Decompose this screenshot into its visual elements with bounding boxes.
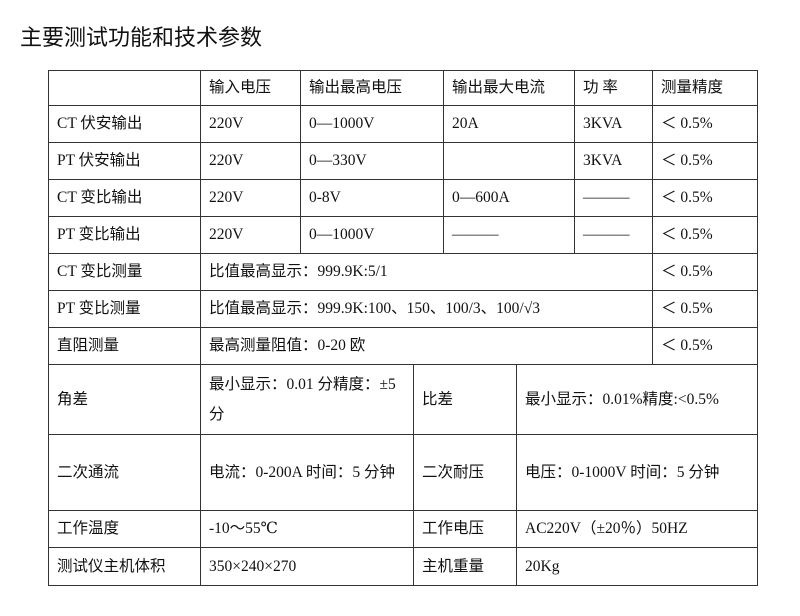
table-cell: 主机重量 — [412, 547, 518, 586]
table-cell: ＜ 0.5% — [652, 253, 759, 291]
table-row: CT 伏安输出 220V 0—1000V 20A 3KVA ＜ 0.5% — [48, 105, 759, 143]
table-cell: 测试仪主机体积 — [48, 547, 201, 586]
table-cell: 电压：0-1000V 时间：5 分钟 — [516, 434, 759, 511]
table-cell: 220V — [200, 142, 301, 180]
table-cell: 0—330V — [299, 142, 445, 180]
table-row: PT 变比输出 220V 0—1000V ——— ——— ＜ 0.5% — [48, 216, 759, 254]
table-row: 输入电压 输出最高电压 输出最大电流功 率测量精度 — [48, 70, 759, 106]
table-cell: 工作电压 — [412, 510, 518, 548]
table-cell: 比差 — [412, 364, 518, 435]
table-cell: 最高测量阻值：0-20 欧 — [199, 327, 654, 365]
table-cell: 功 率 — [574, 70, 654, 106]
table-cell: ＜ 0.5% — [652, 142, 759, 180]
table-cell: ——— — [443, 216, 576, 254]
table-cell: 3KVA — [574, 142, 654, 180]
table-cell: 0—1000V — [299, 216, 445, 254]
table-cell: 输出最高电压 — [299, 70, 445, 106]
table-cell: 0-8V — [299, 179, 445, 217]
table-cell: -10～55℃ — [200, 510, 414, 548]
table-cell: AC220V（±20％）50HZ — [516, 510, 759, 548]
table-cell: 工作温度 — [48, 510, 201, 548]
table-cell: 220V — [200, 179, 301, 217]
table-cell: PT 伏安输出 — [48, 142, 201, 180]
title: 主要测试功能和技术参数 — [20, 26, 263, 51]
table-cell: 二次耐压 — [412, 434, 518, 511]
table-cell: ——— — [574, 216, 654, 254]
table-row: CT 变比测量 比值最高显示：999.9K:5/1 ＜ 0.5% — [48, 253, 759, 291]
spec-table: 输入电压 输出最高电压 输出最大电流功 率测量精度 CT 伏安输出 220V 0—1000… — [48, 70, 759, 586]
table-cell: 输入电压 — [200, 70, 301, 106]
table-cell: CT 伏安输出 — [48, 105, 201, 143]
table-cell: ＜ 0.5% — [652, 179, 759, 217]
table-cell: CT 变比测量 — [48, 253, 201, 291]
table-cell: 0—600A — [443, 179, 576, 217]
table-cell: 二次通流 — [48, 434, 201, 511]
table-row: 工作温度 -10～55℃ 工作电压 AC220V（±20％）50HZ — [48, 510, 759, 548]
table-cell: 220V — [200, 216, 301, 254]
table-body: 输入电压 输出最高电压 输出最大电流功 率测量精度 CT 伏安输出 220V 0—1000… — [48, 70, 759, 586]
table-cell: CT 变比输出 — [48, 179, 201, 217]
table-row: CT 变比输出 220V 0-8V 0—600A ——— ＜ 0.5% — [48, 179, 759, 217]
table-cell — [443, 142, 576, 180]
table-cell — [48, 70, 201, 106]
table-cell: 直阻测量 — [48, 327, 201, 365]
table-cell: ——— — [574, 179, 654, 217]
table-cell: ＜ 0.5% — [652, 105, 759, 143]
table-cell: ＜ 0.5% — [652, 290, 759, 328]
table-cell: 输出最大电流 — [443, 70, 576, 106]
table-cell: ＜ 0.5% — [652, 327, 759, 365]
table-cell: 最小显示：0.01%精度:<0.5% — [516, 364, 759, 435]
table-cell: 角差 — [48, 364, 201, 435]
table-cell: 20Kg — [516, 547, 759, 586]
table-cell: 20A — [443, 105, 576, 143]
table-cell: 比值最高显示：999.9K:100、150、100/3、100/√3 — [199, 290, 654, 328]
table-row: PT 伏安输出 220V 0—330V 3KVA ＜ 0.5% — [48, 142, 759, 180]
table-cell: ＜ 0.5% — [652, 216, 759, 254]
table-cell: 0—1000V — [299, 105, 445, 143]
table-row: 角差 最小显示：0.01 分精度：±5 分比差 最小显示：0.01%精度:<0.5% — [48, 364, 759, 435]
table-cell: 3KVA — [574, 105, 654, 143]
table-cell: PT 变比输出 — [48, 216, 201, 254]
table-cell: 测量精度 — [652, 70, 759, 106]
table-cell: 电流：0-200A 时间：5 分钟 — [200, 434, 414, 511]
table-cell: 220V — [200, 105, 301, 143]
table-row: 直阻测量 最高测量阻值：0-20 欧＜ 0.5% — [48, 327, 759, 365]
table-row: PT 变比测量 比值最高显示：999.9K:100、150、100/3、100/√… — [48, 290, 759, 328]
table-row: 二次通流 电流：0-200A 时间：5 分钟 二次耐压 电压：0-1000V 时间：5… — [48, 434, 759, 511]
table-cell: 比值最高显示：999.9K:5/1 — [199, 253, 654, 291]
table-row: 测试仪主机体积 350×240×270 主机重量 20Kg — [48, 547, 759, 586]
table-cell: 最小显示：0.01 分精度：±5 分 — [200, 364, 414, 435]
table-cell: 350×240×270 — [200, 547, 414, 586]
table-cell: PT 变比测量 — [48, 290, 201, 328]
